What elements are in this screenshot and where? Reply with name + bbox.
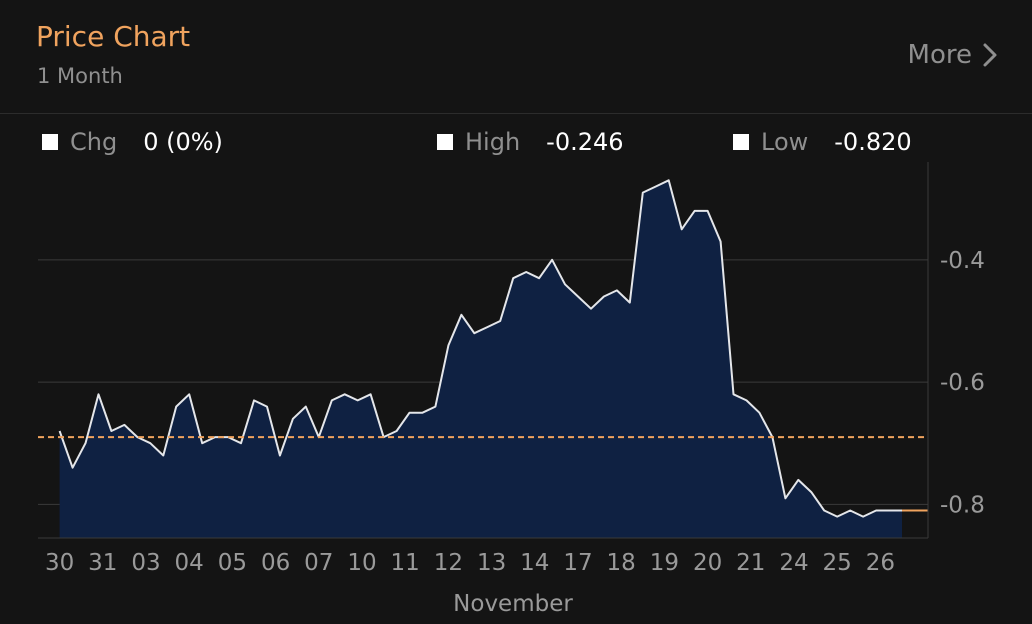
x-tick-label: 18 [607,550,636,576]
legend-square [437,134,453,150]
stat-change-value: 0 (0%) [143,128,223,156]
page-title: Price Chart [36,20,191,53]
period-label: 1 Month [37,64,123,88]
more-label: More [907,40,972,70]
stats-bar: Chg 0 (0%) High -0.246 Low -0.820 [0,128,1032,162]
stat-change: Chg 0 (0%) [42,128,223,156]
x-tick-label: 13 [477,550,506,576]
x-tick-label: 11 [391,550,420,576]
more-button[interactable]: More [908,40,998,70]
x-tick-label: 25 [823,550,852,576]
x-tick-label: 17 [563,550,592,576]
price-chart: -0.4 -0.6 -0.8 30 31 03 04 05 06 07 10 11 12 13 14 17 18… [38,162,985,617]
x-tick-label: 06 [261,550,290,576]
stat-low: Low -0.820 [733,128,912,156]
y-tick-label: -0.8 [940,492,985,518]
x-tick-label: 03 [131,550,160,576]
stat-change-label: Chg [70,128,118,156]
stat-low-value: -0.820 [834,128,912,156]
x-tick-label: 20 [693,550,722,576]
stat-high: High -0.246 [437,128,624,156]
legend-square [733,134,749,150]
x-tick-label: 07 [304,550,333,576]
x-tick-label: 10 [347,550,376,576]
x-tick-label: 14 [520,550,549,576]
y-tick-label: -0.6 [940,370,985,396]
x-tick-label: 21 [736,550,765,576]
x-tick-label: 19 [650,550,679,576]
x-axis-label: November [453,591,573,617]
x-tick-label: 24 [779,550,808,576]
x-tick-label: 26 [866,550,895,576]
price-line [58,179,902,518]
chart-header: Price Chart 1 Month More [0,0,1032,114]
legend-square [42,134,58,150]
stat-high-value: -0.246 [546,128,624,156]
stat-low-label: Low [761,128,809,156]
area-fill [59,180,903,539]
chevron-right-icon [983,43,997,67]
x-tick-label: 05 [218,550,247,576]
x-tick-label: 04 [175,550,204,576]
x-tick-label: 12 [434,550,463,576]
y-tick-label: -0.4 [940,248,985,274]
x-tick-label: 30 [45,550,74,576]
x-tick-label: 31 [88,550,117,576]
stat-high-label: High [465,128,521,156]
